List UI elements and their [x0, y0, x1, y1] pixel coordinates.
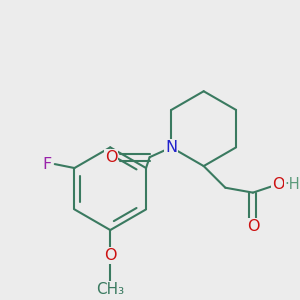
- Text: O: O: [247, 219, 259, 234]
- Text: O: O: [272, 177, 285, 192]
- Text: N: N: [165, 140, 177, 155]
- Text: O: O: [104, 248, 116, 263]
- Text: F: F: [42, 157, 52, 172]
- Text: CH₃: CH₃: [96, 282, 124, 297]
- Text: N: N: [165, 140, 177, 155]
- Text: ·H: ·H: [284, 177, 300, 192]
- Text: O: O: [105, 150, 118, 165]
